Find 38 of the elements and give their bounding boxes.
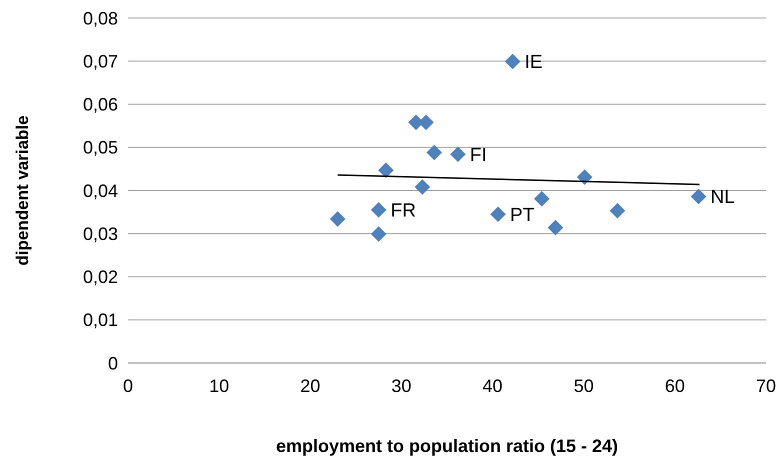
point xyxy=(330,211,346,227)
point xyxy=(690,188,706,204)
point xyxy=(490,206,506,222)
y-tick-label: 0,05 xyxy=(82,138,118,158)
y-tick-label: 0,07 xyxy=(82,51,118,72)
y-tick-label: 0,04 xyxy=(82,180,118,201)
point xyxy=(450,146,466,162)
annotation: PT xyxy=(510,204,535,226)
point xyxy=(370,226,386,242)
point xyxy=(534,190,550,206)
y-axis-title: dipendent variable xyxy=(13,115,32,266)
annotation: FR xyxy=(390,200,416,222)
x-tick-label: 30 xyxy=(391,376,412,396)
annotation: FI xyxy=(470,144,487,166)
y-tick-label: 0,02 xyxy=(82,267,118,288)
annotation: IE xyxy=(524,52,543,74)
y-tick-label: 0,08 xyxy=(82,8,118,28)
point xyxy=(576,169,592,185)
x-tick-label: 10 xyxy=(209,376,230,396)
x-tick-label: 40 xyxy=(482,376,503,396)
point xyxy=(378,162,394,178)
point xyxy=(370,202,386,218)
x-tick-label: 20 xyxy=(300,376,320,396)
x-tick-label: 60 xyxy=(664,376,685,396)
point xyxy=(548,220,564,236)
x-tick-label: 70 xyxy=(756,376,776,396)
point xyxy=(610,203,626,219)
x-tick-label: 50 xyxy=(574,376,594,396)
y-tick-label: 0,01 xyxy=(82,310,118,330)
x-tick-label: 0 xyxy=(122,376,134,396)
point xyxy=(414,179,430,195)
point xyxy=(504,54,520,70)
point xyxy=(426,144,442,160)
annotation: NL xyxy=(710,187,735,208)
y-tick-label: 0 xyxy=(108,353,118,374)
y-tick-label: 0,03 xyxy=(82,224,118,244)
x-axis-title: employment to population ratio (15 - 24) xyxy=(276,436,618,456)
y-tick-label: 0,06 xyxy=(82,94,118,115)
